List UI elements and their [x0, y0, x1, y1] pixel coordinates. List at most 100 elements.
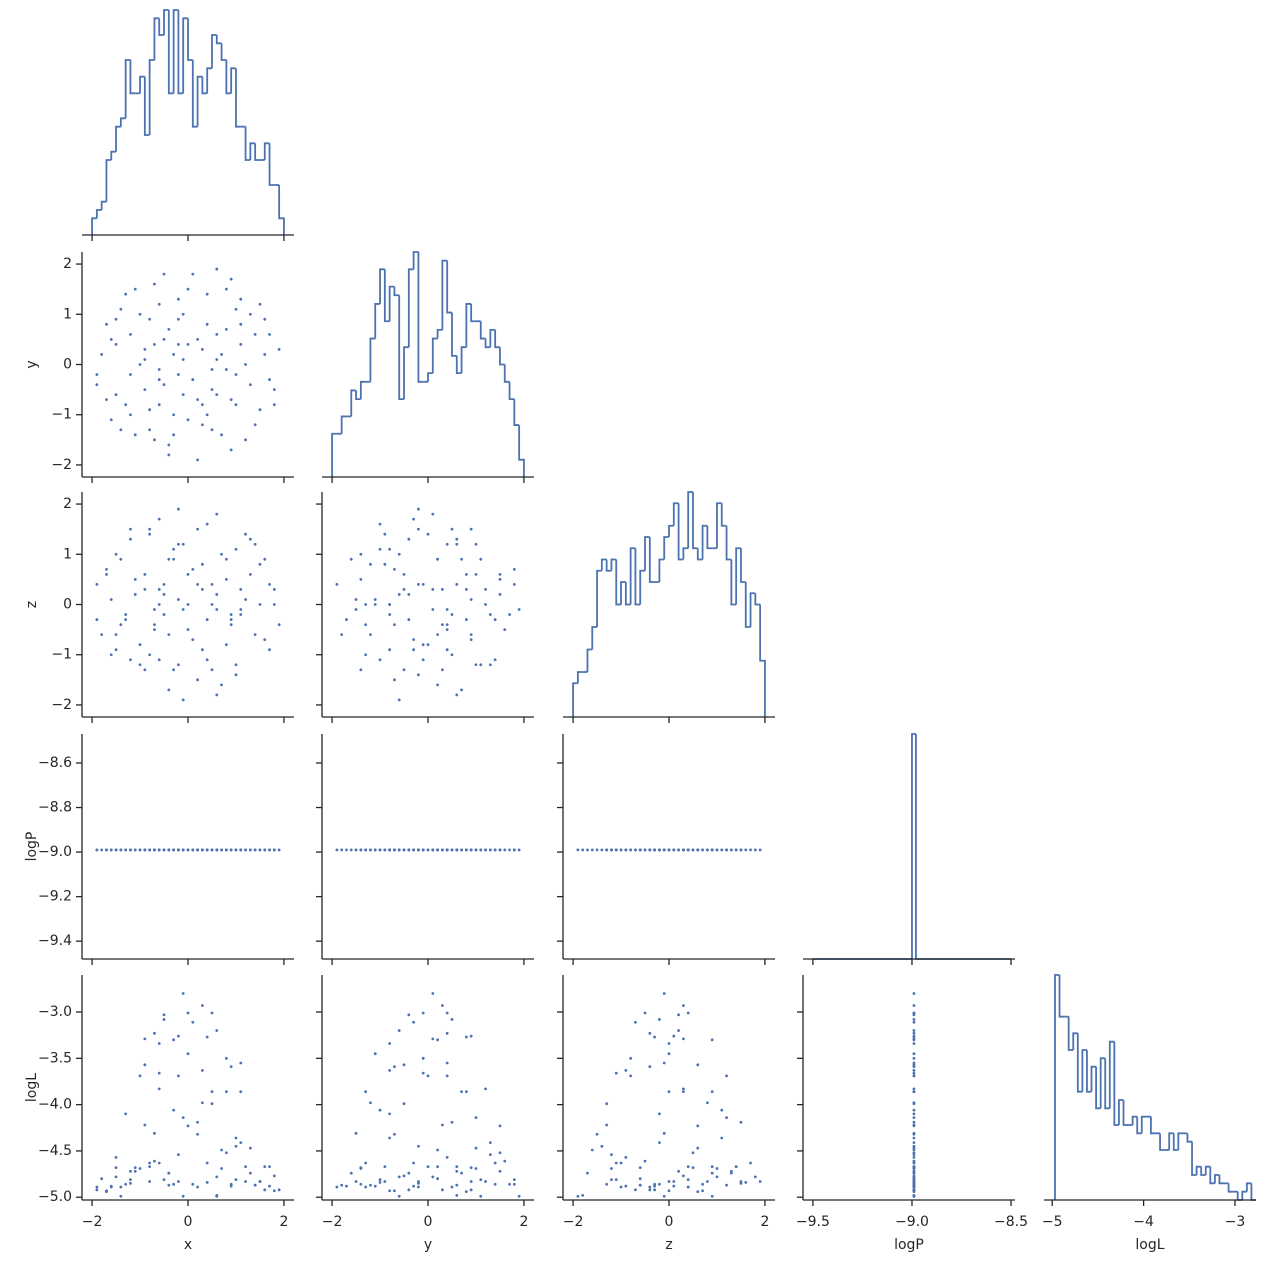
- scatter-point: [912, 1052, 916, 1056]
- scatter-point: [153, 282, 156, 286]
- scatter-point: [912, 1141, 916, 1144]
- histogram-step: [110, 150, 117, 160]
- scatter-point: [263, 638, 267, 642]
- scatter-point: [200, 423, 204, 427]
- scatter-point: [407, 1188, 411, 1192]
- scatter-point: [450, 848, 454, 852]
- scatter-point: [210, 388, 214, 392]
- histogram-step: [167, 10, 174, 95]
- histogram-step: [1076, 1033, 1083, 1093]
- scatter-point: [210, 1011, 214, 1015]
- scatter-point: [455, 693, 459, 697]
- scatter-point: [474, 542, 478, 546]
- scatter-point: [354, 598, 358, 601]
- scatter-point: [359, 1167, 363, 1170]
- scatter-point: [359, 1182, 363, 1186]
- scatter-point: [388, 1136, 392, 1140]
- histogram-step: [201, 76, 208, 95]
- scatter-point: [224, 643, 228, 647]
- histogram-step: [1150, 1116, 1156, 1135]
- scatter-point: [725, 1116, 728, 1119]
- histogram-step: [1081, 1049, 1087, 1092]
- scatter-point: [474, 1146, 478, 1150]
- scatter-point: [157, 1042, 161, 1045]
- histogram-step: [586, 648, 593, 672]
- scatter-point: [912, 1004, 916, 1007]
- scatter-point: [450, 1120, 454, 1124]
- scatter-point: [912, 1185, 916, 1189]
- scatter-point: [508, 848, 511, 852]
- scatter-point: [124, 618, 128, 621]
- y-axis-label: logL: [24, 1073, 40, 1102]
- histogram-step: [331, 432, 337, 477]
- scatter-point: [388, 603, 392, 606]
- histogram-step: [716, 502, 722, 549]
- scatter-point: [407, 1013, 411, 1017]
- scatter-point: [469, 1034, 473, 1038]
- scatter-point: [421, 658, 425, 662]
- scatter-point: [619, 848, 623, 852]
- histogram-step: [278, 185, 285, 235]
- scatter-point: [133, 287, 137, 291]
- scatter-point: [153, 848, 156, 852]
- scatter-point: [508, 613, 511, 616]
- scatter-point: [912, 1120, 916, 1124]
- scatter-point: [378, 1178, 382, 1182]
- scatter-point: [215, 1175, 219, 1179]
- scatter-point: [114, 343, 118, 346]
- scatter-point: [162, 1018, 166, 1021]
- scatter-point: [672, 848, 676, 852]
- scatter-point: [729, 1171, 733, 1175]
- scatter-point: [186, 1052, 190, 1056]
- scatter-point: [167, 633, 171, 637]
- scatter-point: [95, 618, 99, 621]
- scatter-point: [335, 848, 339, 852]
- scatter-point: [181, 393, 185, 397]
- scatter-point: [715, 848, 719, 852]
- scatter-point: [912, 1063, 916, 1067]
- scatter-point: [205, 292, 209, 296]
- scatter-point: [263, 353, 267, 356]
- scatter-point: [421, 1071, 425, 1075]
- x-tick-label: −2: [82, 1214, 103, 1230]
- scatter-point: [402, 588, 406, 591]
- scatter-point: [388, 1112, 392, 1116]
- scatter-point: [753, 848, 757, 852]
- histogram-step: [263, 142, 270, 160]
- histogram-step: [1072, 1032, 1078, 1050]
- scatter-point: [191, 638, 195, 642]
- scatter-point: [210, 368, 214, 371]
- scatter-point: [229, 848, 233, 852]
- scatter-point: [450, 527, 454, 531]
- scatter-point: [586, 848, 589, 852]
- scatter-point: [388, 613, 392, 616]
- scatter-point: [129, 537, 132, 541]
- scatter-point: [172, 547, 176, 551]
- scatter-point: [512, 583, 516, 586]
- scatter-point: [263, 1188, 267, 1192]
- scatter-point: [464, 618, 468, 621]
- scatter-point: [215, 848, 219, 852]
- scatter-point: [619, 1185, 623, 1189]
- scatter-point: [205, 618, 209, 621]
- x-axis-label: z: [665, 1237, 672, 1253]
- scatter-point: [369, 562, 372, 566]
- scatter-point: [109, 598, 113, 601]
- scatter-point: [388, 547, 392, 551]
- scatter-point: [248, 1146, 252, 1150]
- scatter-point: [691, 1151, 695, 1155]
- scatter-point: [445, 648, 449, 652]
- scatter-point: [253, 848, 257, 852]
- scatter-point: [753, 1175, 757, 1179]
- scatter-point: [749, 1161, 752, 1165]
- scatter-point: [912, 1090, 916, 1094]
- scatter-point: [181, 358, 185, 361]
- scatter-point: [157, 1071, 161, 1075]
- scatter-point: [691, 848, 695, 852]
- scatter-point: [715, 1167, 719, 1170]
- scatter-point: [220, 1148, 223, 1152]
- scatter-point: [378, 848, 382, 852]
- scatter-point: [268, 648, 271, 652]
- histogram-step: [1213, 1174, 1220, 1184]
- scatter-point: [426, 643, 430, 647]
